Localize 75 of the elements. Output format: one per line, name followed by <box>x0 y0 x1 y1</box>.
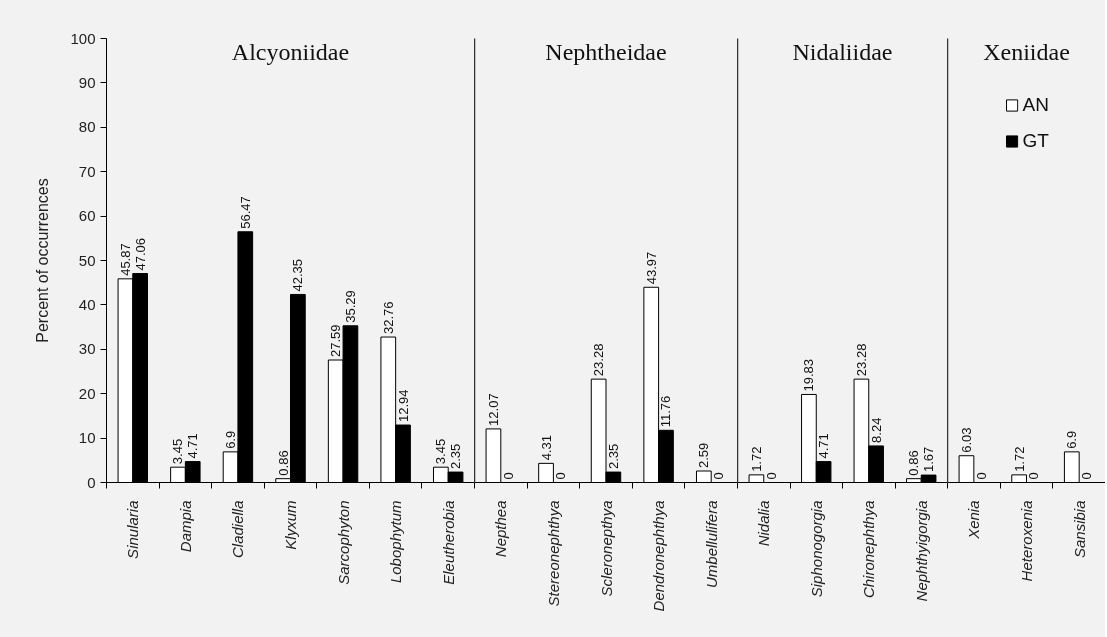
y-tick-label: 0 <box>87 473 96 491</box>
x-tick-label: Stereonephthya <box>544 500 562 607</box>
x-tick-label: Sarcophyton <box>334 500 352 585</box>
data-label: 45.87 <box>117 243 133 276</box>
x-tick-label: Nepthea <box>492 500 510 558</box>
x-tick-label: Sinularia <box>124 500 142 559</box>
y-tick-label: 10 <box>78 429 96 447</box>
x-tick-label: Scleronepthya <box>597 500 615 597</box>
x-tick-label: Sansibia <box>1070 500 1088 559</box>
data-label: 8.24 <box>868 417 884 443</box>
data-label: 23.28 <box>853 343 869 377</box>
data-label: 6.03 <box>958 427 974 453</box>
data-label: 11.76 <box>658 395 674 428</box>
data-label: 27.59 <box>328 324 344 357</box>
chart-title: Nephtheidae <box>545 38 667 65</box>
x-tick-label: Heteroxenia <box>1018 500 1035 582</box>
data-label: 35.29 <box>342 290 358 323</box>
legend-label: GT <box>1022 130 1049 152</box>
data-label: 2.35 <box>605 443 621 470</box>
data-label: 0 <box>553 472 569 480</box>
legend-label: AN <box>1022 94 1049 116</box>
y-tick-label: 60 <box>78 207 96 225</box>
y-tick-label: 20 <box>78 384 96 402</box>
data-label: 32.76 <box>380 301 396 335</box>
data-label: 0 <box>711 472 727 480</box>
y-tick-label: 30 <box>78 340 96 358</box>
data-label: 19.83 <box>801 358 817 392</box>
y-axis-title: Percent of occurrences <box>34 178 52 343</box>
chart-title: Alcyoniidae <box>231 38 350 65</box>
y-tick-label: 90 <box>78 73 96 91</box>
data-label: 43.97 <box>643 251 659 285</box>
data-label: 0.86 <box>275 450 291 476</box>
x-tick-label: Xenia <box>965 500 983 540</box>
data-label: 0 <box>763 472 779 480</box>
y-tick-label: 80 <box>78 118 96 136</box>
x-tick-label: Siphonogorgia <box>807 500 825 598</box>
x-tick-label: Nephthyigorgia <box>912 500 930 602</box>
data-label: 1.72 <box>1011 446 1027 472</box>
data-label: 3.45 <box>170 438 186 465</box>
data-label: 6.9 <box>223 430 239 449</box>
data-label: 4.31 <box>538 435 554 461</box>
data-label: 0.86 <box>906 450 922 476</box>
data-label: 0 <box>500 472 516 480</box>
x-tick-label: Klyxum <box>282 500 299 550</box>
x-tick-label: Eleutherobia <box>439 500 457 585</box>
data-label: 1.67 <box>921 446 937 473</box>
data-label: 12.94 <box>395 389 411 423</box>
x-tick-label: Dendronephthya <box>650 500 668 612</box>
x-tick-label: Cladiella <box>229 500 247 559</box>
data-label: 2.35 <box>448 443 464 470</box>
y-tick-label: 70 <box>78 162 96 180</box>
x-tick-label: Chironephthya <box>860 500 878 599</box>
data-label: 6.9 <box>1064 430 1080 449</box>
data-label: 3.45 <box>433 438 449 465</box>
x-tick-label: Umbellulifera <box>702 500 720 589</box>
x-tick-label: Dampia <box>176 500 194 553</box>
data-label: 0 <box>973 472 989 480</box>
chart-title: Xeniidae <box>983 38 1070 65</box>
data-label: 0 <box>1026 472 1042 480</box>
y-tick-label: 40 <box>78 295 96 313</box>
data-label: 4.71 <box>816 433 832 459</box>
data-label: 56.47 <box>237 196 253 229</box>
x-tick-label: Nidalia <box>755 500 773 547</box>
data-label: 47.06 <box>132 238 148 271</box>
chart-title: Nidaliidae <box>792 38 893 65</box>
data-label: 42.35 <box>290 258 306 292</box>
data-label: 4.71 <box>185 433 201 459</box>
y-tick-label: 50 <box>78 251 96 269</box>
data-label: 1.72 <box>748 446 764 472</box>
x-tick-label: Lobophytum <box>387 500 405 584</box>
data-label: 2.59 <box>696 442 712 468</box>
data-label: 12.07 <box>485 393 501 426</box>
data-label: 0 <box>1079 472 1095 480</box>
data-label: 23.28 <box>591 343 607 377</box>
y-tick-label: 100 <box>70 29 96 47</box>
